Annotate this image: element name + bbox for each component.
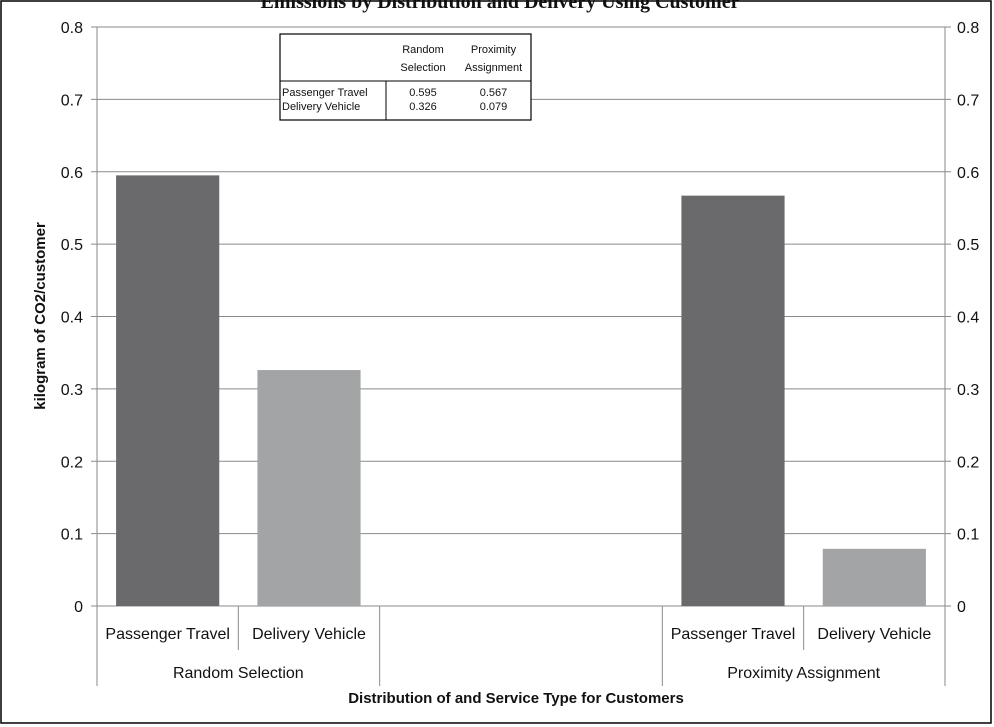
table-col-header: Assignment: [465, 62, 522, 74]
bar: [257, 370, 361, 606]
y-tick-label-right: 0.2: [957, 454, 979, 471]
category-label: Delivery Vehicle: [817, 626, 931, 643]
y-tick-label-right: 0.6: [957, 165, 979, 182]
y-tick-label-right: 0.7: [957, 92, 979, 109]
x-axis-title: Distribution of and Service Type for Cus…: [348, 690, 684, 707]
group-label: Random Selection: [173, 665, 304, 682]
y-tick-label-left: 0.6: [61, 165, 83, 182]
y-tick-label-left: 0: [74, 599, 83, 616]
y-tick-label-right: 0: [957, 599, 966, 616]
y-axis-left: 0 0.1 0.2 0.3 0.4 0.5 0.6 0.7 0.8: [61, 20, 83, 616]
y-tick-label-right: 0.4: [957, 310, 979, 327]
group-label: Proximity Assignment: [727, 665, 880, 682]
bar: [822, 548, 926, 606]
table-row-label: Passenger Travel: [282, 87, 368, 99]
y-axis-title: kilogram of CO2/customer: [32, 222, 49, 410]
bars: [116, 175, 926, 607]
y-axis-right: 0 0.1 0.2 0.3 0.4 0.5 0.6 0.7 0.8: [957, 20, 979, 616]
data-table: Random Selection Proximity Assignment Passen…: [279, 33, 532, 121]
table-cell: 0.567: [480, 87, 508, 99]
x-axis: Passenger Travel Delivery Vehicle Random S…: [96, 606, 946, 686]
table-frame: [279, 33, 532, 121]
y-tick-label-right: 0.1: [957, 527, 979, 544]
table-col-header: Selection: [400, 62, 445, 74]
category-label: Passenger Travel: [105, 626, 230, 643]
y-tick-label-left: 0.1: [61, 527, 83, 544]
y-tick-label-left: 0.7: [61, 92, 83, 109]
category-label: Passenger Travel: [671, 626, 796, 643]
table-col-header: Proximity: [471, 44, 517, 56]
bar: [681, 195, 785, 607]
y-tick-label-left: 0.4: [61, 310, 83, 327]
y-tick-label-left: 0.8: [61, 20, 83, 37]
y-tick-label-right: 0.5: [957, 237, 979, 254]
category-label: Delivery Vehicle: [252, 626, 366, 643]
y-tick-label-left: 0.5: [61, 237, 83, 254]
y-tick-label-left: 0.3: [61, 382, 83, 399]
table-cell: 0.079: [480, 101, 508, 113]
y-tick-label-left: 0.2: [61, 454, 83, 471]
table-col-header: Random: [402, 44, 444, 56]
table-row-label: Delivery Vehicle: [282, 101, 360, 113]
table-cell: 0.326: [409, 101, 437, 113]
chart-title: Emissions by Distribution and Delivery U…: [261, 0, 740, 13]
bar: [116, 175, 220, 606]
table-cell: 0.595: [409, 87, 437, 99]
y-tick-label-right: 0.8: [957, 20, 979, 37]
y-tick-label-right: 0.3: [957, 382, 979, 399]
